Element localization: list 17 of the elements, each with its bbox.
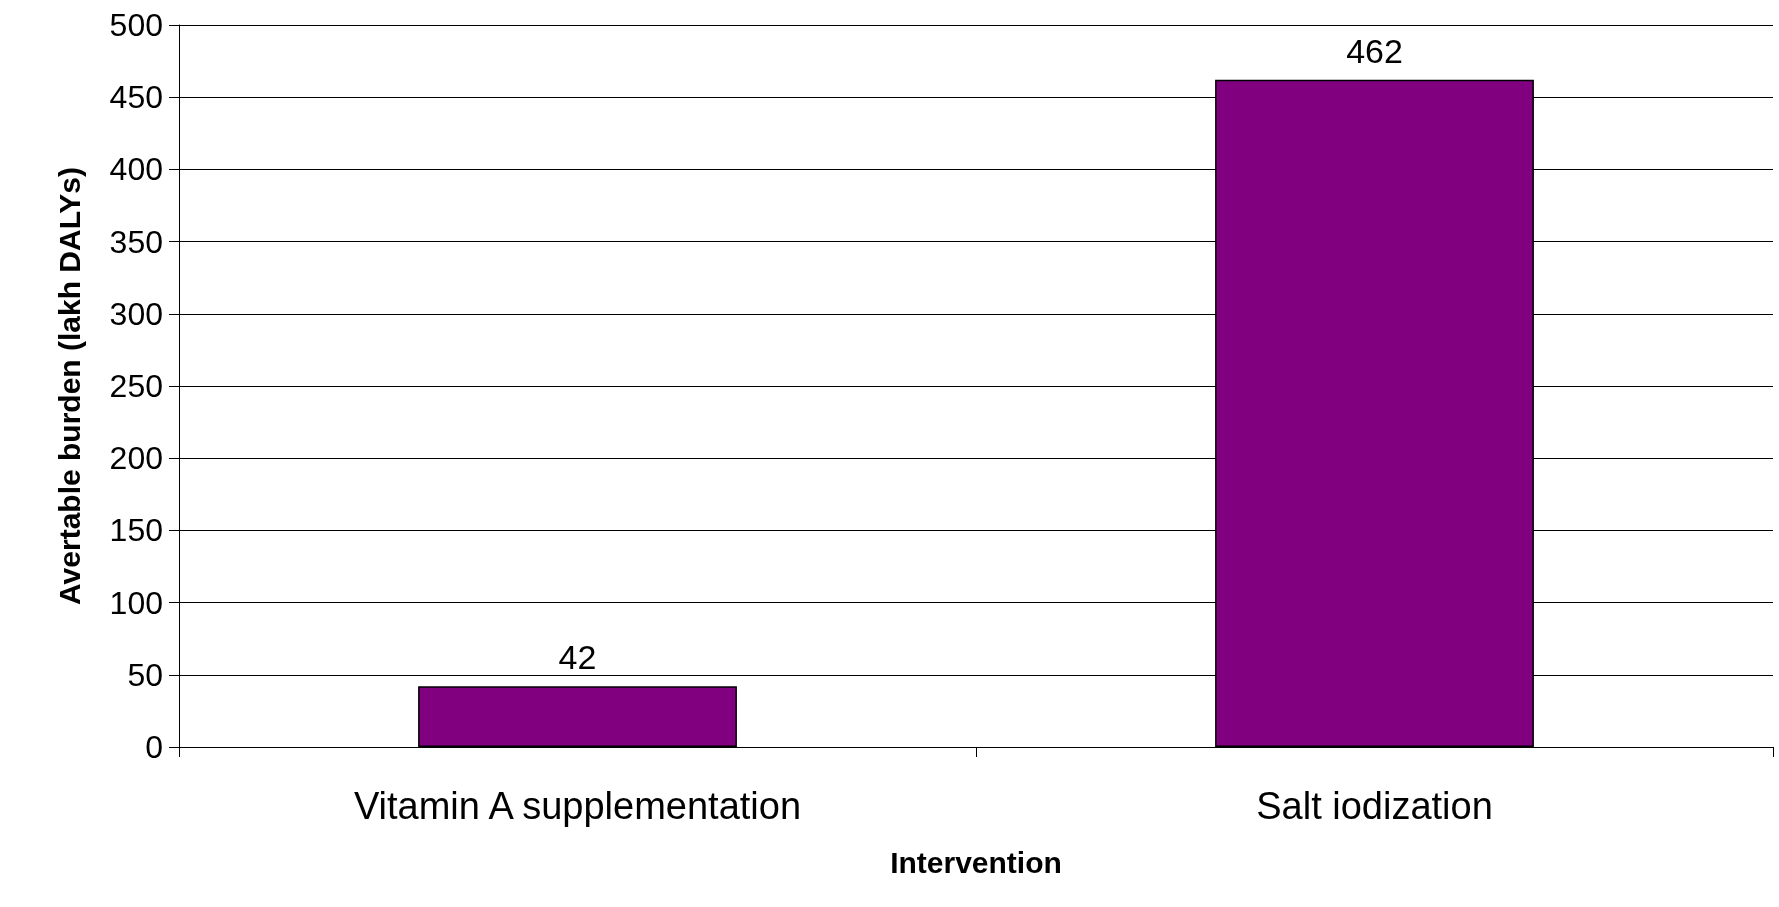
y-tick-label: 300	[109, 295, 163, 332]
x-tick-label: Salt iodization	[1256, 785, 1493, 827]
data-label: 42	[558, 638, 597, 677]
y-tick-label: 0	[145, 729, 163, 765]
data-label: 462	[1346, 31, 1403, 70]
y-tick-label: 200	[109, 440, 163, 477]
y-tick-label: 350	[109, 223, 163, 260]
y-tick-label: 150	[109, 512, 163, 549]
y-tick-label: 400	[109, 151, 163, 188]
y-tick-label: 50	[127, 656, 163, 693]
y-tick-label: 500	[109, 7, 163, 43]
x-tick-label: Vitamin A supplementation	[353, 785, 802, 827]
y-axis-title: Avertable burden (lakh DALYs)	[52, 167, 86, 605]
x-axis-title: Intervention	[890, 845, 1062, 879]
y-tick-label: 450	[109, 79, 163, 116]
y-tick-label: 100	[109, 584, 163, 621]
y-tick-label: 250	[109, 368, 163, 404]
